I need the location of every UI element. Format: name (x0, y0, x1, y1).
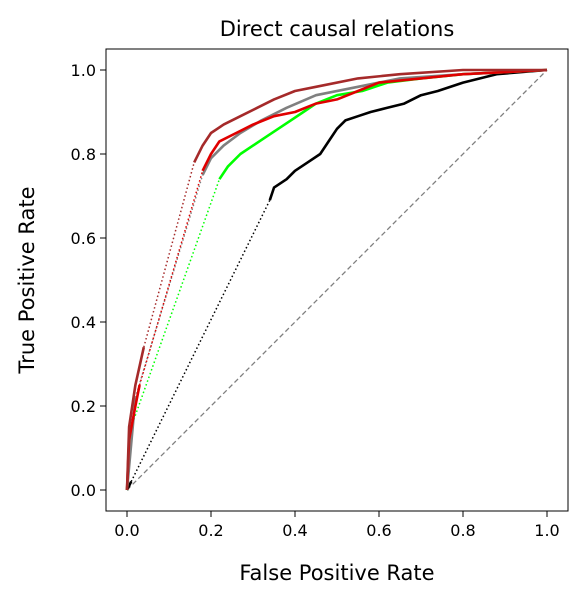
y-tick-label: 0.4 (71, 313, 96, 332)
y-tick-label: 1.0 (71, 61, 96, 80)
x-tick-label: 0.8 (450, 521, 475, 540)
y-tick-label: 0.2 (71, 397, 96, 416)
plot-frame (105, 48, 569, 512)
x-tick-label: 0.6 (366, 521, 391, 540)
x-tick-label: 0.2 (198, 521, 223, 540)
y-tick-label: 0.0 (71, 481, 96, 500)
y-axis-label: True Positive Rate (15, 186, 39, 374)
x-tick-label: 1.0 (534, 521, 559, 540)
x-tick-label: 0.4 (282, 521, 307, 540)
roc-curve (125, 68, 547, 491)
roc-curve (130, 199, 271, 482)
y-tick-label: 0.6 (71, 229, 96, 248)
roc-curve (134, 174, 204, 398)
roc-curve (126, 69, 548, 491)
roc-curve (130, 178, 221, 428)
x-tick-label: 0.0 (114, 521, 139, 540)
x-axis-label: False Positive Rate (239, 561, 434, 585)
roc-curve (143, 162, 195, 348)
y-tick-label: 0.8 (71, 145, 96, 164)
chart-title: Direct causal relations (220, 17, 455, 41)
roc-curve (138, 170, 204, 386)
